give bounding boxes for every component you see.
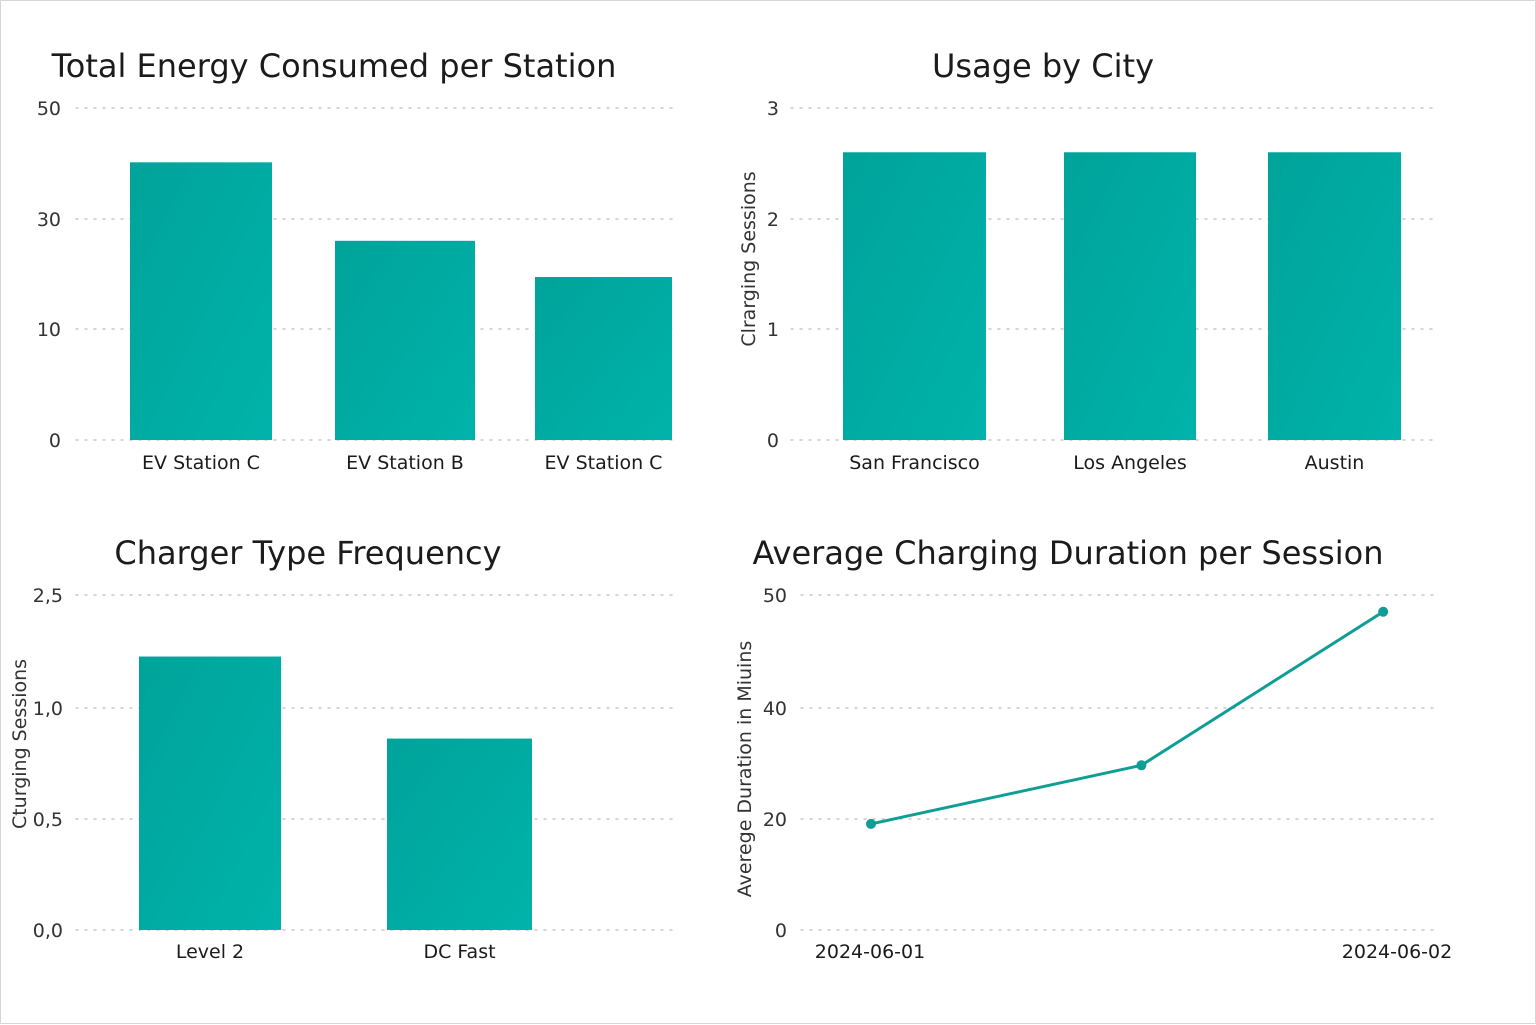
duration-chart-title: Average Charging Duration per Session — [753, 534, 1384, 572]
city-bar — [1064, 152, 1196, 440]
city-category-label: Los Angeles — [1073, 452, 1186, 474]
charger-chart-title: Charger Type Frequency — [114, 534, 501, 572]
city-bar — [843, 152, 986, 440]
energy-bar — [130, 162, 272, 440]
duration-ytick-label: 40 — [763, 698, 787, 720]
energy-ytick-label: 30 — [37, 209, 61, 231]
energy-bar — [335, 240, 475, 440]
duration-data-point — [1136, 760, 1147, 771]
charger-bar — [139, 656, 281, 930]
energy-category-label: EV Station C — [545, 452, 663, 474]
duration-ytick-label: 50 — [763, 585, 787, 607]
city-category-label: San Francisco — [849, 452, 980, 474]
charger-chart: Charger Type Frequency Cturging Sessions… — [9, 534, 674, 963]
city-category-label: Austin — [1305, 452, 1365, 474]
charger-category-label: Level 2 — [176, 941, 244, 963]
charger-ytick-label: 1,0 — [33, 698, 63, 720]
charger-bar — [387, 738, 532, 930]
duration-xtick-label: 2024-06-02 — [1342, 941, 1452, 963]
duration-data-point — [866, 818, 876, 829]
charger-ytick-label: 2,5 — [33, 585, 63, 607]
energy-ytick-label: 0 — [49, 430, 61, 452]
city-chart-ylabel: Clrarging Sessions — [738, 171, 760, 346]
charger-category-label: DC Fast — [423, 941, 495, 963]
energy-category-label: EV Station B — [346, 452, 464, 474]
charger-ytick-label: 0,0 — [33, 920, 63, 942]
energy-bar — [535, 277, 672, 440]
duration-chart: Average Charging Duration per Session Av… — [734, 534, 1452, 963]
charger-ytick-label: 0,5 — [33, 809, 63, 831]
duration-data-point — [1378, 606, 1389, 617]
energy-chart-title: Total Energy Consumed per Station — [51, 47, 617, 85]
city-chart-title: Usage by City — [932, 47, 1154, 85]
duration-ytick-label: 0 — [775, 920, 787, 942]
duration-ytick-label: 20 — [763, 809, 787, 831]
city-ytick-label: 2 — [767, 209, 779, 231]
city-ytick-label: 0 — [767, 430, 779, 452]
duration-series-line — [870, 610, 1385, 826]
city-chart: Usage by City Clrarging Sessions 0 1 2 3 Sa… — [738, 47, 1437, 474]
energy-category-label: EV Station C — [142, 452, 260, 474]
charger-chart-ylabel: Cturging Sessions — [9, 659, 31, 829]
city-ytick-label: 3 — [767, 98, 779, 120]
energy-ytick-label: 50 — [37, 98, 61, 120]
duration-chart-ylabel: Averege Duration in Miuins — [734, 641, 756, 898]
city-ytick-label: 1 — [767, 319, 779, 341]
city-bar — [1268, 152, 1401, 440]
duration-xtick-label: 2024-06-01 — [815, 941, 925, 963]
energy-ytick-label: 10 — [37, 319, 61, 341]
energy-chart: Total Energy Consumed per Station 0 10 30 5… — [37, 47, 674, 474]
